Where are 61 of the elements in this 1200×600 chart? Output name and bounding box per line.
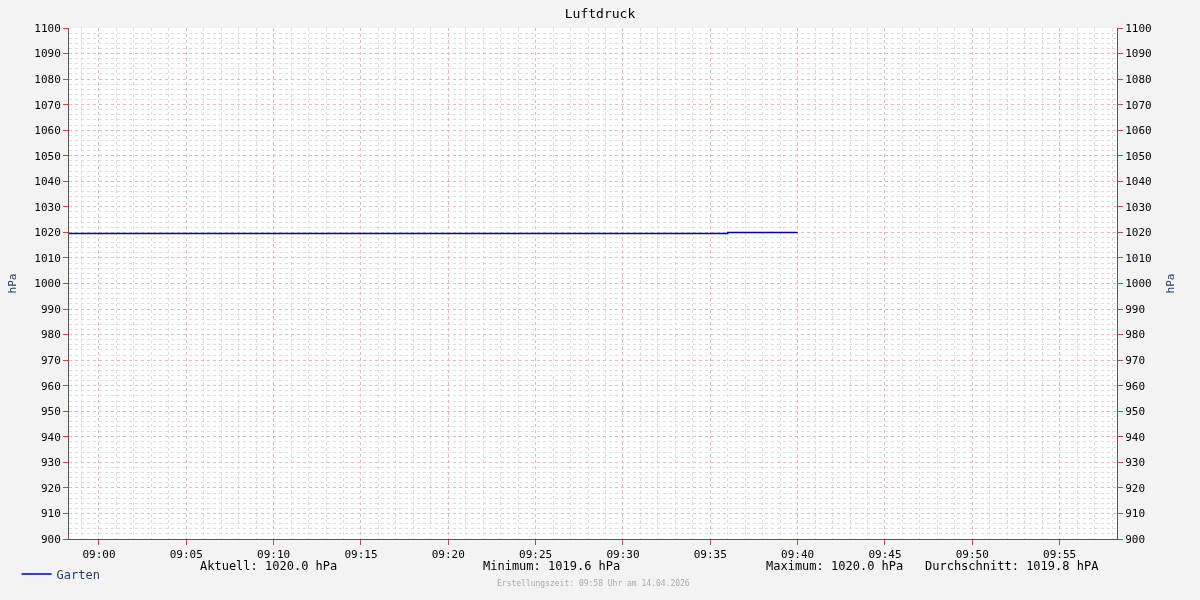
text: Maximum: 1020.0 hPa: [766, 559, 904, 573]
y2-tick-label: 910: [1125, 507, 1146, 521]
y-tick-label: 950: [40, 405, 61, 419]
y2-tick-label: 970: [1125, 354, 1146, 367]
y-tick-label: 990: [40, 302, 61, 316]
text: Aktuell: 1020.0 hPa: [200, 559, 338, 573]
y2-tick-label: 1030: [1125, 200, 1152, 214]
y-tick-label: 1090: [34, 47, 61, 61]
y-tick-label: 1020: [34, 226, 61, 240]
y2-tick-label: 940: [1125, 430, 1146, 444]
y2-tick-label: 930: [1125, 456, 1146, 470]
y-tick-label: 920: [40, 481, 61, 495]
x-tick-label: 09:15: [344, 548, 378, 562]
x-tick-label: 09:35: [693, 548, 727, 562]
y2-tick-label: 900: [1125, 532, 1146, 546]
y-tick-label: 960: [40, 379, 61, 393]
y2-tick-label: 920: [1125, 481, 1146, 495]
x-tick-label: 09:55: [1043, 548, 1077, 562]
y2-tick-label: 1010: [1125, 251, 1152, 265]
y-tick-label: 1030: [34, 200, 61, 214]
y2-tick-label: 950: [1125, 405, 1146, 419]
y-tick-label: 900: [40, 532, 61, 546]
y2-tick-label: 1000: [1125, 277, 1152, 291]
y2-tick-label: 990: [1125, 302, 1146, 316]
text: Durchschnitt: 1019.8 hPA: [925, 559, 1100, 573]
y-tick-label: 930: [40, 456, 61, 470]
text: Minimum: 1019.6 hPa: [483, 559, 621, 573]
y-axis-title: hPa: [5, 273, 19, 294]
y2-tick-label: 980: [1125, 328, 1146, 342]
y-tick-label: 1100: [34, 21, 61, 35]
y2-tick-label: 1080: [1125, 72, 1152, 86]
y-tick-label: 1000: [34, 277, 61, 291]
x-tick-label: 09:20: [431, 548, 465, 562]
y-tick-label: 1070: [34, 98, 61, 112]
y2-tick-label: 1070: [1125, 98, 1152, 112]
y2-tick-label: 1040: [1125, 175, 1152, 189]
y2-tick-label: 1090: [1125, 47, 1152, 61]
x-tick-label: 09:40: [781, 548, 815, 562]
y2-tick-label: 1100: [1125, 21, 1152, 35]
y2-tick-label: 1020: [1125, 226, 1152, 240]
x-tick-label: 09:30: [606, 548, 640, 562]
chart-title: Luftdruck: [564, 6, 636, 22]
x-tick-label: 09:00: [82, 548, 116, 562]
y2-axis-title: hPa: [1163, 273, 1177, 294]
y-tick-label: 1050: [34, 149, 61, 163]
y-tick-label: 1040: [34, 175, 61, 189]
y-tick-label: 1010: [34, 251, 61, 265]
y-tick-label: 1080: [34, 72, 61, 86]
y-tick-label: 1060: [34, 124, 61, 138]
text: Erstellungszeit: 09:58 Uhr am 14.04.2026: [497, 579, 690, 588]
legend-label: Garten: [56, 567, 100, 582]
y-tick-label: 940: [40, 430, 61, 444]
y-tick-label: 970: [40, 354, 61, 367]
x-tick-label: 09:05: [169, 548, 203, 562]
x-tick-label: 09:10: [257, 548, 291, 562]
y2-tick-label: 960: [1125, 379, 1146, 393]
x-tick-label: 09:25: [519, 548, 553, 562]
y2-tick-label: 1060: [1125, 124, 1152, 138]
y2-tick-label: 1050: [1125, 149, 1152, 163]
y-tick-label: 910: [40, 507, 61, 521]
y-tick-label: 980: [40, 328, 61, 342]
